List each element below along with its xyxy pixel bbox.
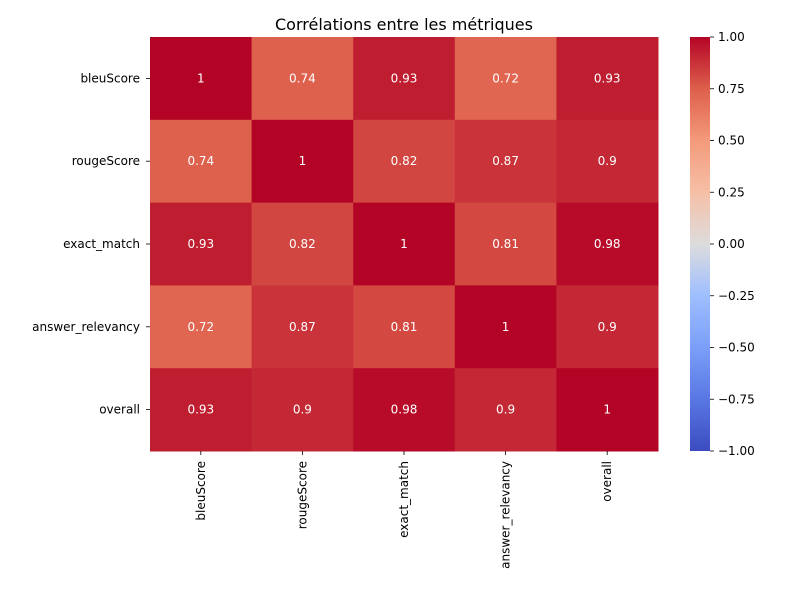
cell-annotation: 0.87 — [492, 154, 519, 168]
heatmap-cell — [556, 37, 659, 121]
y-tick-label: exact_match — [63, 237, 140, 251]
heatmap-cell — [251, 285, 354, 369]
x-tick-label: exact_match — [397, 461, 411, 538]
heatmap-cell — [556, 285, 659, 369]
colorbar-tick-label: 1.00 — [718, 30, 745, 44]
heatmap-cell — [353, 285, 456, 369]
y-tick-label: bleuScore — [80, 71, 140, 85]
heatmap-cell — [251, 368, 354, 452]
cell-annotation: 0.82 — [289, 237, 316, 251]
y-axis-tick-labels: bleuScore rougeScore exact_match answer_rel… — [32, 71, 150, 417]
heatmap-cell — [454, 37, 557, 121]
heatmap-cell — [353, 202, 456, 286]
cell-annotation: 0.93 — [187, 403, 214, 417]
cell-annotation: 0.81 — [391, 320, 418, 334]
cell-annotation: 0.81 — [492, 237, 519, 251]
cell-annotation: 1 — [603, 403, 611, 417]
heatmap-cell — [251, 202, 354, 286]
colorbar-ticks: 1.00 0.75 0.50 0.25 0.00 −0.25 −0.50 −0.75 −1.00 — [710, 30, 755, 458]
colorbar — [690, 37, 710, 451]
colorbar-tick-label: −0.25 — [718, 289, 755, 303]
heatmap-cell — [556, 368, 659, 452]
colorbar-tick-label: 0.25 — [718, 185, 745, 199]
x-tick-label: bleuScore — [194, 461, 208, 521]
heatmap-cell — [251, 37, 354, 121]
cell-annotation: 0.82 — [391, 154, 418, 168]
cell-annotation: 0.9 — [598, 320, 617, 334]
cell-annotation: 1 — [299, 154, 307, 168]
heatmap-cell — [251, 119, 354, 204]
heatmap-cells: 1 0.74 0.93 0.72 0.93 0.74 1 0.82 0.87 0.9 0.93 0.8… — [150, 37, 659, 452]
heatmap-cell — [454, 285, 557, 369]
cell-annotation: 0.98 — [391, 403, 418, 417]
cell-annotation: 0.74 — [289, 71, 316, 85]
cell-annotation: 1 — [502, 320, 510, 334]
y-tick-label: overall — [99, 403, 140, 417]
heatmap-cell — [353, 37, 456, 121]
heatmap-cell — [150, 285, 253, 369]
x-axis-tick-labels: bleuScore rougeScore exact_match answer_rel… — [194, 451, 614, 569]
y-tick-label: rougeScore — [72, 154, 140, 168]
cell-annotation: 0.98 — [594, 237, 621, 251]
cell-annotation: 1 — [197, 71, 205, 85]
cell-annotation: 0.93 — [594, 71, 621, 85]
colorbar-tick-label: −0.50 — [718, 341, 755, 355]
heatmap-cell — [454, 119, 557, 204]
heatmap-cell — [150, 119, 253, 204]
cell-annotation: 0.9 — [496, 403, 515, 417]
x-tick-label: rougeScore — [295, 461, 309, 529]
cell-annotation: 0.87 — [289, 320, 316, 334]
heatmap-cell — [150, 202, 253, 286]
cell-annotation: 0.93 — [187, 237, 214, 251]
heatmap-cell — [454, 368, 557, 452]
colorbar-tick-label: 0.75 — [718, 82, 745, 96]
colorbar-tick-label: −1.00 — [718, 444, 755, 458]
cell-annotation: 0.93 — [391, 71, 418, 85]
colorbar-tick-label: 0.00 — [718, 237, 745, 251]
heatmap-cell — [353, 368, 456, 452]
cell-annotation: 1 — [400, 237, 408, 251]
heatmap-cell — [556, 202, 659, 286]
heatmap-cell — [150, 368, 253, 452]
chart-title: Corrélations entre les métriques — [275, 15, 533, 34]
heatmap-cell — [150, 37, 253, 121]
x-tick-label: overall — [600, 461, 614, 502]
cell-annotation: 0.9 — [598, 154, 617, 168]
cell-annotation: 0.74 — [187, 154, 214, 168]
colorbar-tick-label: −0.75 — [718, 392, 755, 406]
cell-annotation: 0.72 — [187, 320, 214, 334]
heatmap-cell — [353, 119, 456, 204]
heatmap-cell — [454, 202, 557, 286]
x-tick-label: answer_relevancy — [499, 461, 513, 569]
heatmap-cell — [556, 119, 659, 204]
cell-annotation: 0.9 — [293, 403, 312, 417]
cell-annotation: 0.72 — [492, 71, 519, 85]
colorbar-tick-label: 0.50 — [718, 134, 745, 148]
y-tick-label: answer_relevancy — [32, 320, 140, 334]
